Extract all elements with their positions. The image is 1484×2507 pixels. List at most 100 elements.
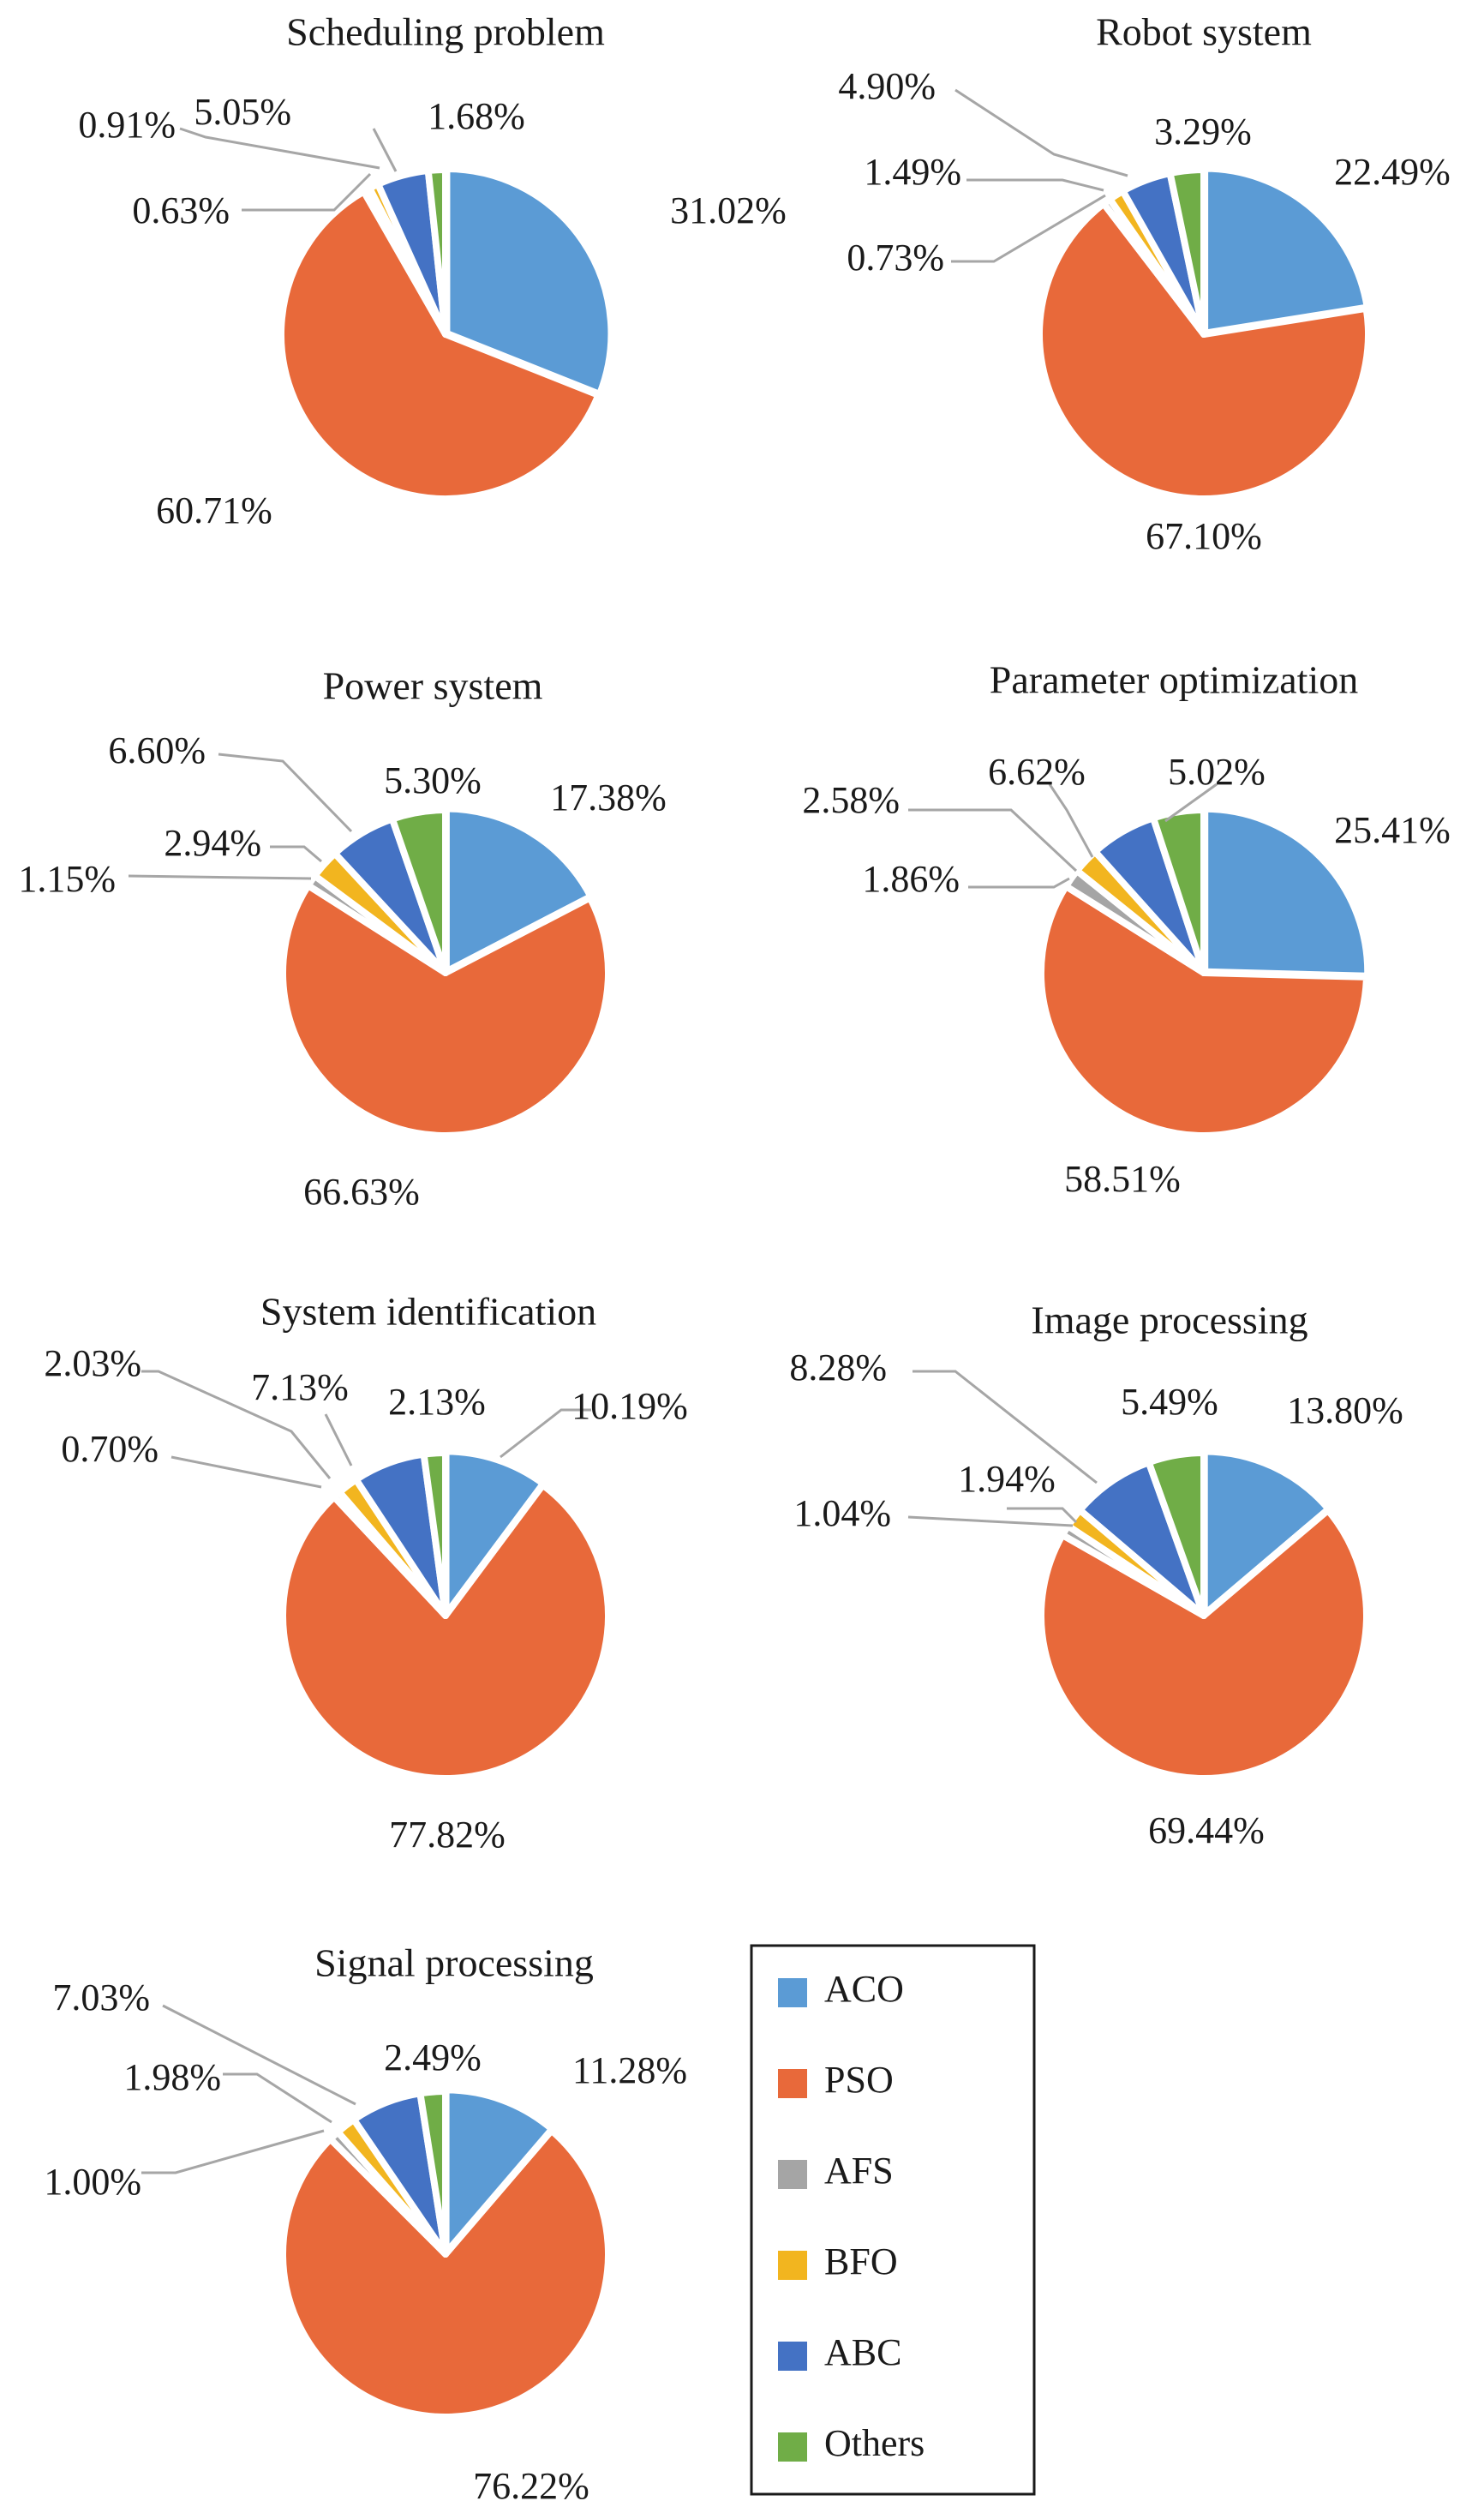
legend-swatch-others <box>778 2432 807 2462</box>
leader-line-abc <box>324 1413 353 1466</box>
data-label-aco: 17.38% <box>550 777 667 819</box>
data-label-others: 5.02% <box>1168 751 1266 793</box>
leader-line-afs <box>141 2129 325 2174</box>
pie-chart-scheduling-problem: Scheduling problem 31.02% 60.71% 0.63% 0.91%… <box>78 10 786 532</box>
data-label-bfo: 2.03% <box>44 1342 141 1384</box>
legend-label-others: Others <box>824 2422 925 2464</box>
legend-swatch-afs <box>778 2160 807 2189</box>
leader-line-afs <box>128 874 312 880</box>
data-label-abc: 4.90% <box>838 65 936 107</box>
chart-title: Parameter optimization <box>990 658 1358 702</box>
data-label-abc: 7.03% <box>52 1976 150 2018</box>
pie-slice-aco <box>1200 1448 1332 1618</box>
data-label-abc: 6.62% <box>988 751 1086 793</box>
pie-slice-aco <box>442 805 595 975</box>
leader-line-afs <box>907 1515 1074 1527</box>
leader-line-bfo <box>179 127 380 170</box>
data-label-others: 5.30% <box>384 759 482 801</box>
pie-chart-power-system: Power system 17.38% 66.63% 1.15% 2.94% 6.60% 5… <box>18 664 666 1214</box>
pie-slice-pso <box>279 1481 612 1782</box>
data-label-aco: 11.28% <box>572 2049 687 2091</box>
leader-line-afs <box>951 194 1106 263</box>
pie-chart-system-identification: System identification 10.19% 77.82% 0.70% 2.… <box>44 1290 687 1856</box>
pie-slice-others <box>388 807 449 976</box>
data-label-abc: 6.60% <box>108 729 206 771</box>
data-label-afs: 1.00% <box>44 2161 141 2203</box>
chart-title: Robot system <box>1096 10 1312 54</box>
data-label-others: 5.49% <box>1121 1381 1218 1423</box>
data-label-bfo: 1.49% <box>864 151 961 193</box>
data-label-aco: 10.19% <box>571 1385 688 1427</box>
leader-line-afs <box>242 172 372 212</box>
data-label-others: 2.13% <box>388 1381 486 1423</box>
leader-line-abc <box>162 2004 356 2106</box>
chart-title: Image processing <box>1031 1298 1307 1342</box>
pie-slice-others <box>1145 1449 1207 1619</box>
pie-slice-others <box>420 1449 449 1619</box>
leader-line-others <box>500 1408 591 1459</box>
pie-chart-parameter-optimization: Parameter optimization 25.41% 58.51% 1.86% 2… <box>802 658 1450 1201</box>
leader-line-abc <box>913 1370 1098 1484</box>
data-label-abc: 7.13% <box>251 1366 349 1408</box>
data-label-pso: 60.71% <box>156 489 272 531</box>
data-label-afs: 1.15% <box>18 858 116 900</box>
leader-line-bfo <box>966 178 1104 192</box>
data-label-afs: 0.63% <box>132 189 230 231</box>
data-label-others: 3.29% <box>1154 111 1252 153</box>
data-label-others: 2.49% <box>384 2036 482 2078</box>
chart-title: Signal processing <box>314 1941 594 1985</box>
leader-line-bfo <box>141 1370 332 1479</box>
data-label-pso: 76.22% <box>473 2465 589 2507</box>
legend-label-pso: PSO <box>824 2059 894 2101</box>
data-label-bfo: 2.58% <box>802 779 900 821</box>
data-label-abc: 8.28% <box>789 1346 887 1388</box>
pie-slice-pso <box>279 2126 612 2420</box>
legend-label-bfo: BFO <box>824 2240 898 2282</box>
pie-slice-others <box>1166 166 1207 338</box>
legend: ACO PSO AFS BFO ABC Others <box>750 1944 1036 2496</box>
pie-slice-pso <box>1038 1507 1370 1782</box>
data-label-afs: 1.04% <box>793 1492 891 1534</box>
chart-title: Power system <box>323 664 543 708</box>
pie-slice-others <box>416 2088 449 2258</box>
chart-title: Scheduling problem <box>286 10 605 54</box>
leader-line-bfo <box>270 845 322 863</box>
leader-line-others <box>1164 783 1218 823</box>
legend-label-abc: ABC <box>824 2331 901 2373</box>
legend-swatch-pso <box>778 2069 807 2098</box>
data-label-afs: 0.70% <box>61 1428 159 1470</box>
data-label-pso: 69.44% <box>1148 1809 1265 1851</box>
legend-box <box>750 1944 1036 2496</box>
legend-label-aco: ACO <box>824 1968 904 2010</box>
data-label-pso: 77.82% <box>389 1814 506 1856</box>
legend-swatch-abc <box>778 2342 807 2371</box>
leader-line-abc <box>954 88 1128 177</box>
data-label-others: 1.68% <box>428 95 525 137</box>
legend-swatch-bfo <box>778 2251 807 2280</box>
data-label-pso: 58.51% <box>1064 1158 1181 1200</box>
legend-swatch-aco <box>778 1978 807 2007</box>
leader-line-abc <box>372 128 398 172</box>
chart-title: System identification <box>260 1290 596 1334</box>
leader-line-afs <box>968 877 1070 889</box>
data-label-abc: 5.05% <box>194 91 291 133</box>
leader-line-abc <box>1048 783 1094 858</box>
leader-line-bfo <box>1007 1507 1078 1524</box>
data-label-aco: 13.80% <box>1287 1389 1403 1431</box>
pie-slice-pso <box>278 188 602 502</box>
pie-slice-pso <box>1036 200 1372 502</box>
pie-slice-aco <box>1201 805 1372 980</box>
data-label-aco: 22.49% <box>1334 151 1451 193</box>
pie-slice-pso <box>1038 883 1370 1139</box>
data-label-aco: 31.02% <box>670 189 787 231</box>
pie-chart-robot-system: Robot system 22.49% 67.10% 0.73% 1.49% 4.90% 3… <box>838 10 1450 558</box>
charts-layer: Scheduling problem 31.02% 60.71% 0.63% 0.91%… <box>18 10 1450 2507</box>
leader-line-bfo <box>223 2072 332 2124</box>
data-label-pso: 66.63% <box>303 1171 420 1213</box>
leader-line-afs <box>171 1455 322 1489</box>
legend-label-afs: AFS <box>824 2150 894 2192</box>
data-label-afs: 1.86% <box>862 858 960 900</box>
pie-slice-aco <box>442 2086 556 2257</box>
data-label-aco: 25.41% <box>1334 809 1451 851</box>
